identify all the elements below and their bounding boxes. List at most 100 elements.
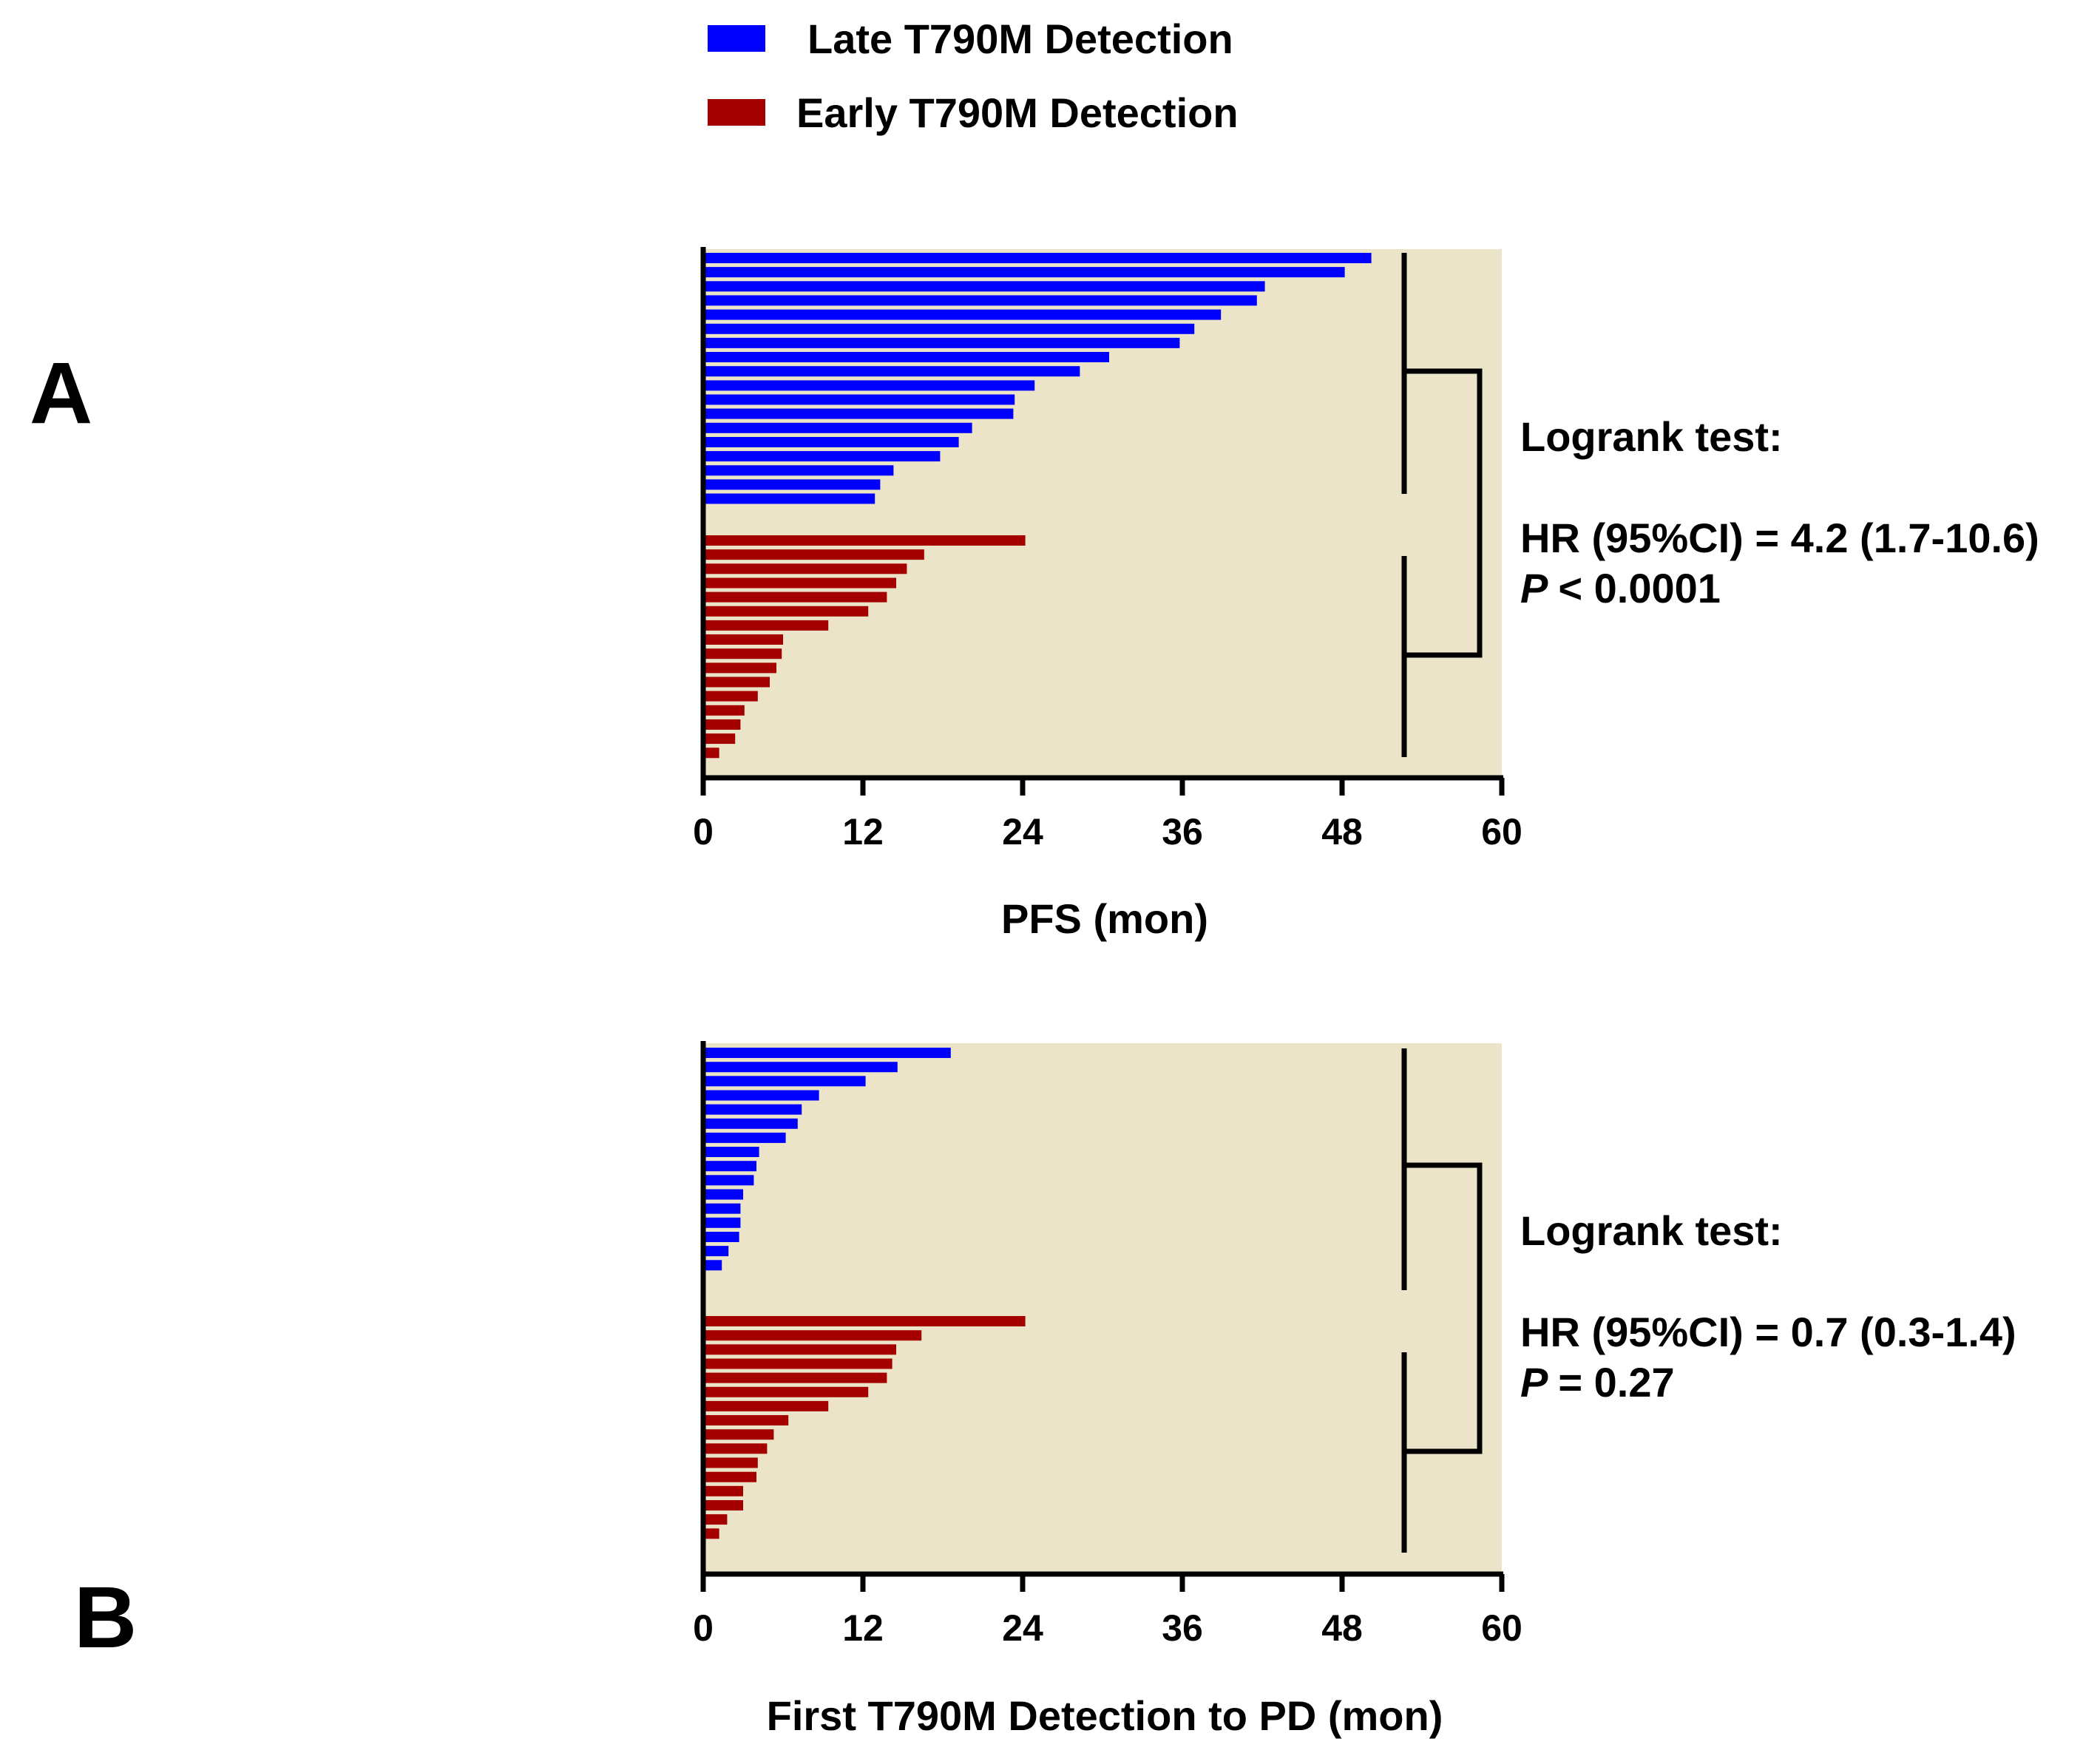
late-bar xyxy=(703,1217,741,1228)
x-tick-label: 24 xyxy=(1002,811,1043,852)
legend-swatch-late xyxy=(708,25,765,52)
early-bar xyxy=(703,1457,758,1468)
early-bar xyxy=(703,677,770,688)
hazard-ratio-text: HR (95%CI) = 4.2 (1.7-10.6) xyxy=(1520,515,2039,561)
early-bar xyxy=(703,1386,869,1397)
plot-background xyxy=(703,1043,1502,1572)
early-bar xyxy=(703,634,783,645)
early-bar xyxy=(703,1471,756,1482)
plot-background xyxy=(703,249,1502,778)
panel-b-chart: 0 12 24 36 48 60 First T790M Detection to PD … xyxy=(693,1041,2016,1739)
legend-label-late: Late T790M Detection xyxy=(807,16,1233,62)
early-bar xyxy=(703,577,896,589)
late-bar xyxy=(703,1118,798,1129)
p-symbol: P xyxy=(1520,1359,1548,1406)
early-bar xyxy=(703,691,758,702)
late-bar xyxy=(703,1132,786,1143)
bracket-connector xyxy=(1404,1162,1483,1454)
early-bar xyxy=(703,535,1026,546)
early-bar xyxy=(703,606,869,617)
early-bar xyxy=(703,648,782,660)
late-bar xyxy=(703,408,1014,419)
bracket-connector xyxy=(1404,368,1483,658)
late-bar xyxy=(703,380,1035,391)
late-bar xyxy=(703,253,1372,263)
x-tick-label: 24 xyxy=(1002,1607,1043,1649)
late-bar xyxy=(703,1246,729,1257)
early-bar xyxy=(703,747,719,759)
late-bar xyxy=(703,479,881,490)
x-tick-label: 48 xyxy=(1321,811,1363,852)
late-bar xyxy=(703,1090,819,1101)
early-bar xyxy=(703,1344,896,1355)
hazard-ratio-text: HR (95%CI) = 0.7 (0.3-1.4) xyxy=(1520,1309,2016,1355)
early-bar xyxy=(703,1514,728,1525)
late-bar xyxy=(703,1076,866,1087)
legend-label-early: Early T790M Detection xyxy=(796,89,1239,136)
late-bar xyxy=(703,352,1109,362)
early-bars xyxy=(703,1316,1026,1539)
early-bar xyxy=(703,1400,829,1411)
late-bar xyxy=(703,1062,898,1073)
early-bar xyxy=(703,1528,719,1539)
late-bar xyxy=(703,422,972,433)
logrank-heading: Logrank test: xyxy=(1520,1207,1783,1254)
late-bar xyxy=(703,1175,754,1186)
late-bar xyxy=(703,394,1015,405)
p-value: < 0.0001 xyxy=(1558,565,1721,611)
logrank-bracket xyxy=(1401,1048,1483,1553)
late-bar xyxy=(703,309,1222,320)
x-tick-label: 12 xyxy=(842,811,884,852)
panel-a-chart: 0 12 24 36 48 60 PFS (mon) Logrank test: HR (… xyxy=(693,247,2039,942)
late-bar xyxy=(703,1203,741,1214)
late-bar xyxy=(703,493,875,504)
late-bar xyxy=(703,295,1257,306)
p-value: = 0.27 xyxy=(1558,1359,1674,1406)
late-bar xyxy=(703,465,894,476)
late-bar xyxy=(703,1232,739,1242)
early-bar xyxy=(703,662,776,674)
early-bar xyxy=(703,1485,743,1496)
legend: Late T790M Detection Early T790M Detecti… xyxy=(708,16,1239,136)
early-bar xyxy=(703,1429,774,1440)
early-bar xyxy=(703,1443,768,1454)
early-bar xyxy=(703,719,741,730)
x-tick-label: 36 xyxy=(1162,811,1203,852)
x-tick-label: 12 xyxy=(842,1607,884,1649)
x-tick-label: 36 xyxy=(1162,1607,1203,1649)
early-bar xyxy=(703,1358,892,1369)
late-bar xyxy=(703,1048,951,1058)
x-tick-label: 0 xyxy=(693,1607,714,1649)
logrank-heading: Logrank test: xyxy=(1520,413,1783,460)
early-bars xyxy=(703,535,1026,759)
x-tick-label: 60 xyxy=(1481,1607,1522,1649)
panel-label-b: B xyxy=(74,1569,137,1666)
legend-swatch-early xyxy=(708,99,765,126)
x-axis-label: First T790M Detection to PD (mon) xyxy=(767,1692,1443,1739)
early-bar xyxy=(703,563,907,574)
late-bar xyxy=(703,1104,802,1115)
late-bar xyxy=(703,1189,743,1200)
logrank-bracket xyxy=(1401,253,1483,757)
x-axis-label: PFS (mon) xyxy=(1001,895,1208,942)
early-bar xyxy=(703,1415,789,1425)
late-bar xyxy=(703,437,959,447)
late-bar xyxy=(703,1147,759,1157)
early-bar xyxy=(703,1330,922,1341)
late-bar xyxy=(703,1161,756,1172)
x-tick-label: 48 xyxy=(1321,1607,1363,1649)
late-bars xyxy=(703,1048,951,1271)
late-bar xyxy=(703,337,1180,348)
late-bar xyxy=(703,281,1265,292)
early-bar xyxy=(703,1316,1026,1326)
p-value-text: P = 0.27 xyxy=(1520,1359,1675,1406)
early-bar xyxy=(703,620,829,631)
p-symbol: P xyxy=(1520,565,1548,611)
p-value-text: P < 0.0001 xyxy=(1520,565,1721,611)
late-bar xyxy=(703,323,1195,334)
early-bar xyxy=(703,591,887,603)
x-axis-ticks: 0 12 24 36 48 60 xyxy=(693,778,1522,852)
early-bar xyxy=(703,549,924,560)
late-bar xyxy=(703,267,1345,278)
